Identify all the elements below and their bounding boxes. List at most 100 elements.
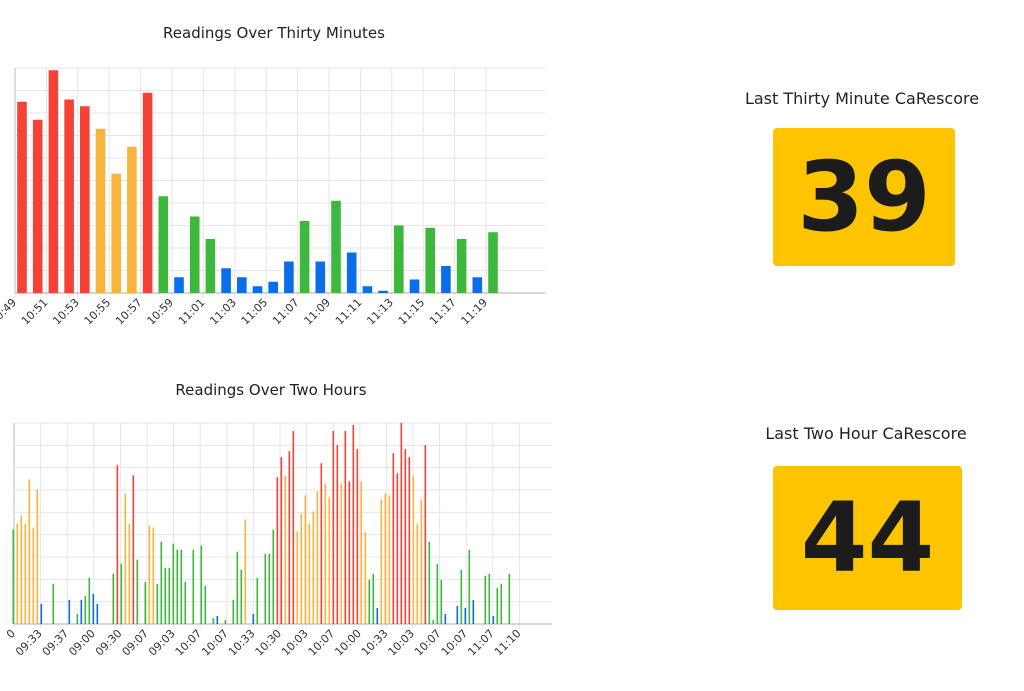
two-hour-bar <box>484 575 487 624</box>
two-hour-score-card: 44 <box>773 466 962 610</box>
two-hour-bar <box>120 563 123 624</box>
thirty-min-tick-label: 10:57 <box>113 296 145 328</box>
two-hour-bar <box>32 527 35 624</box>
thirty-min-bar <box>394 225 404 293</box>
two-hour-tick-label: 10:07 <box>199 627 231 659</box>
two-hour-bar <box>264 553 267 624</box>
chart-area: 10:49 10:51 10:53 10:55 10:57 10:59 11:01 11:03… <box>0 67 552 659</box>
two-hour-bar <box>132 475 135 624</box>
two-hour-bar <box>164 567 167 624</box>
two-hour-bar <box>156 583 159 624</box>
two-hour-bar <box>368 579 371 624</box>
thirty-min-bar <box>174 277 184 293</box>
two-hour-bar <box>464 607 467 624</box>
two-hour-tick-label: 10:07 <box>412 627 444 659</box>
two-hour-bar <box>204 585 207 624</box>
two-hour-bar <box>40 603 43 624</box>
two-hour-bar <box>456 605 459 624</box>
thirty-min-bar <box>32 119 43 293</box>
two-hour-bar <box>348 481 351 624</box>
two-hour-bar <box>316 491 319 624</box>
two-hour-bar <box>232 599 235 624</box>
two-hour-bar <box>408 457 411 624</box>
two-hour-bar <box>288 451 291 624</box>
two-hour-bar <box>388 495 391 624</box>
two-hour-bar <box>284 475 287 624</box>
thirty-min-tick-label: 11:03 <box>207 296 239 328</box>
two-hour-bar <box>432 619 435 624</box>
two-hour-bar <box>320 463 323 624</box>
thirty-min-bar <box>95 128 106 293</box>
thirty-min-bar <box>378 290 388 293</box>
thirty-min-bar <box>315 261 326 293</box>
thirty-min-bar <box>64 99 74 293</box>
thirty-min-tick-label: 11:05 <box>239 296 271 328</box>
two-hour-bar <box>144 581 147 624</box>
two-hour-bar <box>304 495 307 624</box>
two-hour-bar <box>84 595 87 624</box>
two-hour-bar <box>216 615 219 624</box>
two-hour-tick-label: 0 <box>4 627 18 641</box>
two-hour-tick-label: 11:10 <box>492 627 524 659</box>
two-hour-bar <box>488 573 491 624</box>
two-hour-bar <box>268 553 271 624</box>
two-hour-bar <box>444 613 447 624</box>
two-hour-bar <box>112 573 115 624</box>
thirty-min-bar <box>331 200 341 293</box>
two-hour-bar <box>172 543 175 624</box>
two-hour-bar <box>28 479 31 624</box>
thirty-min-tick-label: 11:11 <box>333 296 365 328</box>
two-hour-bar <box>292 431 295 624</box>
two-hour-bar <box>96 603 99 624</box>
two-hour-tick-label: 09:37 <box>40 627 72 659</box>
thirty-min-tick-label: 11:09 <box>302 296 334 328</box>
thirty-min-bar <box>472 277 483 293</box>
thirty-min-bar <box>142 92 153 293</box>
two-hour-bar <box>496 587 499 624</box>
two-hour-bar <box>128 523 131 624</box>
two-hour-bar <box>428 541 431 624</box>
thirty-minute-score-value: 39 <box>797 141 931 253</box>
thirty-min-bar <box>158 196 169 293</box>
two-hour-bar <box>468 549 471 624</box>
two-hour-bar <box>404 449 407 624</box>
thirty-min-bar <box>17 101 27 293</box>
two-hour-bar <box>80 599 83 624</box>
two-hour-bar <box>252 613 255 624</box>
two-hour-tick-label: 10:07 <box>173 627 205 659</box>
thirty-min-bar <box>252 286 263 293</box>
two-hour-bar <box>244 519 247 624</box>
two-hour-bar <box>160 541 163 624</box>
two-hour-bar <box>424 445 427 624</box>
two-hour-bar <box>328 497 331 624</box>
two-hour-bar <box>508 573 511 624</box>
two-hour-bar <box>136 559 139 624</box>
two-hour-bar <box>356 449 359 624</box>
two-hour-bar <box>224 619 227 624</box>
two-hour-bar <box>336 445 339 624</box>
two-hour-bar <box>24 523 27 624</box>
thirty-minute-score-title: Last Thirty Minute CaRescore <box>744 89 980 108</box>
two-hour-bar <box>12 529 15 624</box>
two-hour-bar <box>124 493 127 624</box>
two-hour-bar <box>308 523 311 624</box>
two-hour-tick-label: 10:07 <box>439 627 471 659</box>
two-hour-bar <box>416 523 419 624</box>
two-hour-tick-label: 09:03 <box>146 627 178 659</box>
two-hour-bar <box>240 569 243 624</box>
thirty-min-bar <box>488 232 498 293</box>
two-hour-bar <box>20 515 23 624</box>
two-hour-bar <box>280 457 283 624</box>
two-hour-tick-label: 10:00 <box>332 627 364 659</box>
two-hour-tick-label: 09:30 <box>93 627 125 659</box>
thirty-min-tick-label: 11:01 <box>176 296 208 328</box>
two-hour-bar <box>92 593 95 624</box>
thirty-min-bar <box>409 279 420 293</box>
two-hour-tick-label: 10:03 <box>386 627 418 659</box>
thirty-min-bar <box>299 221 310 293</box>
thirty-min-tick-label: 10:51 <box>19 296 51 328</box>
two-hour-bar <box>192 549 195 624</box>
two-hour-tick-label: 11:07 <box>465 627 497 659</box>
two-hour-bar <box>76 613 79 624</box>
two-hour-bar <box>236 551 239 624</box>
